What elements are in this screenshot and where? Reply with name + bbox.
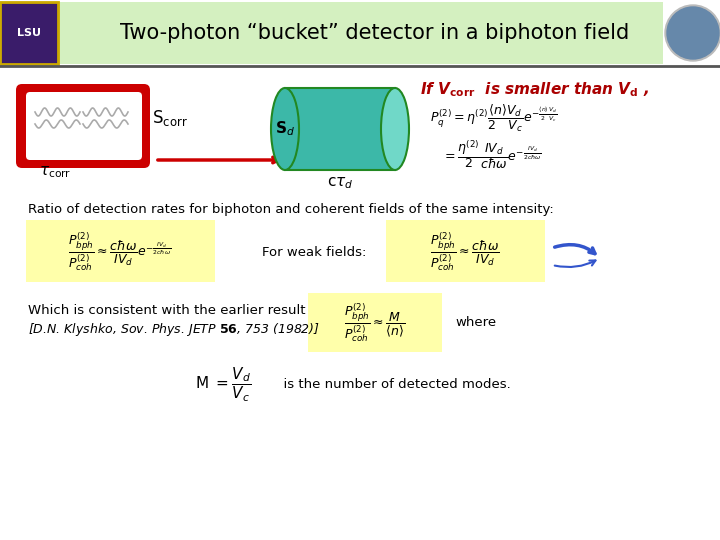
FancyBboxPatch shape: [308, 293, 442, 352]
FancyBboxPatch shape: [26, 92, 142, 160]
FancyBboxPatch shape: [26, 220, 215, 282]
Text: Ratio of detection rates for biphoton and coherent fields of the same intensity:: Ratio of detection rates for biphoton an…: [28, 204, 554, 217]
Text: $\dfrac{P_{bph}^{(2)}}{P_{coh}^{(2)}} \approx \dfrac{M}{\langle n\rangle}$: $\dfrac{P_{bph}^{(2)}}{P_{coh}^{(2)}} \a…: [344, 302, 405, 345]
Text: Which is consistent with the earlier result: Which is consistent with the earlier res…: [28, 303, 305, 316]
Text: If V$_{\mathbf{corr}}$  is smaller than V$_{\mathbf{d}}$ ,: If V$_{\mathbf{corr}}$ is smaller than V…: [420, 80, 649, 99]
Text: $\dfrac{P_{bph}^{(2)}}{P_{coh}^{(2)}} \approx \dfrac{c\hbar\omega}{IV_d}$: $\dfrac{P_{bph}^{(2)}}{P_{coh}^{(2)}} \a…: [431, 231, 500, 273]
FancyBboxPatch shape: [55, 2, 663, 64]
Text: [D.N. Klyshko, Sov. Phys. JETP $\mathbf{56}$, 753 (1982)]: [D.N. Klyshko, Sov. Phys. JETP $\mathbf{…: [28, 321, 320, 339]
Text: M $= \dfrac{V_d}{V_c}$: M $= \dfrac{V_d}{V_c}$: [195, 366, 251, 404]
Text: $= \dfrac{\eta^{(2)}}{2}\dfrac{IV_d}{c\hbar\omega}e^{-\frac{IV_d}{2c\hbar\omega}: $= \dfrac{\eta^{(2)}}{2}\dfrac{IV_d}{c\h…: [442, 139, 542, 171]
Text: where: where: [455, 316, 496, 329]
Text: c$\tau_d$: c$\tau_d$: [327, 175, 354, 191]
FancyBboxPatch shape: [386, 220, 545, 282]
Circle shape: [665, 5, 720, 61]
FancyBboxPatch shape: [285, 88, 395, 170]
Text: S$_d$: S$_d$: [275, 120, 295, 138]
Text: $\tau_{\rm corr}$: $\tau_{\rm corr}$: [39, 164, 71, 180]
Text: $P_q^{(2)} = \eta^{(2)}\dfrac{\langle n\rangle V_d}{2\quad V_c}e^{-\frac{\langle: $P_q^{(2)} = \eta^{(2)}\dfrac{\langle n\…: [430, 103, 557, 133]
Ellipse shape: [381, 88, 409, 170]
Text: For weak fields:: For weak fields:: [262, 246, 366, 259]
Text: LSU: LSU: [17, 28, 41, 38]
Text: $\dfrac{P_{bph}^{(2)}}{P_{coh}^{(2)}} \approx \dfrac{c\hbar\omega}{IV_d}e^{-\fra: $\dfrac{P_{bph}^{(2)}}{P_{coh}^{(2)}} \a…: [68, 231, 171, 273]
Circle shape: [667, 7, 719, 59]
Ellipse shape: [271, 88, 299, 170]
Text: S$_{\rm corr}$: S$_{\rm corr}$: [152, 108, 188, 128]
FancyBboxPatch shape: [0, 2, 58, 64]
Text: is the number of detected modes.: is the number of detected modes.: [275, 379, 510, 392]
Text: Two-photon “bucket” detector in a biphoton field: Two-photon “bucket” detector in a biphot…: [120, 23, 629, 43]
FancyBboxPatch shape: [16, 84, 150, 168]
